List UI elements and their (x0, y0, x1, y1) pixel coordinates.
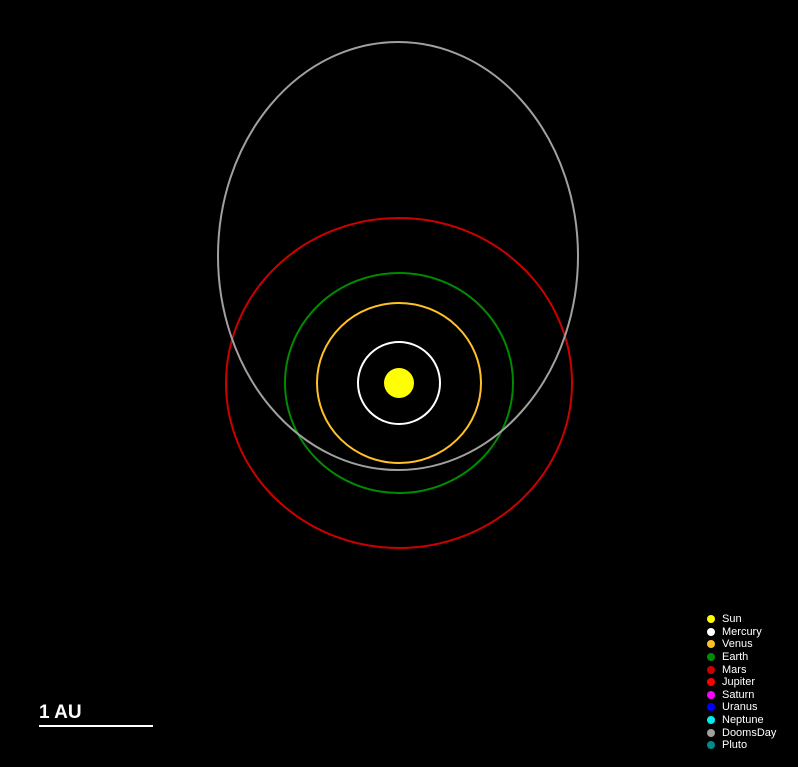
legend-dot-icon (707, 640, 715, 649)
legend-item-venus: Venus (707, 638, 776, 651)
legend-label: Pluto (722, 739, 748, 752)
sun (384, 368, 414, 398)
legend-item-doomsday: DoomsDay (707, 726, 776, 739)
legend-item-pluto: Pluto (707, 739, 776, 752)
orbit-earth (284, 272, 514, 494)
legend-label: Neptune (722, 714, 764, 727)
legend-dot-icon (707, 741, 715, 750)
legend-item-sun: Sun (707, 613, 776, 626)
orbit-mercury (357, 341, 441, 425)
legend-dot-icon (707, 716, 715, 725)
legend: Sun Mercury Venus Earth Mars Jupiter Saturn Ura… (707, 613, 776, 752)
legend-dot-icon (707, 615, 715, 624)
legend-item-saturn: Saturn (707, 689, 776, 702)
legend-item-jupiter: Jupiter (707, 676, 776, 689)
orbit-doomsday (217, 41, 579, 471)
legend-dot-icon (707, 665, 715, 674)
legend-label: Mercury (722, 625, 762, 638)
scale-bar: 1 AU (39, 702, 153, 727)
legend-item-mercury: Mercury (707, 626, 776, 639)
legend-label: Jupiter (722, 676, 756, 689)
legend-dot-icon (707, 690, 715, 699)
legend-label: Venus (722, 638, 753, 651)
orbit-venus (316, 302, 482, 464)
legend-item-mars: Mars (707, 663, 776, 676)
legend-item-uranus: Uranus (707, 701, 776, 714)
legend-item-earth: Earth (707, 651, 776, 664)
legend-label: DoomsDay (722, 726, 777, 739)
legend-dot-icon (707, 703, 715, 712)
legend-dot-icon (707, 678, 715, 687)
orbit-mars (225, 217, 573, 549)
legend-item-neptune: Neptune (707, 714, 776, 727)
legend-dot-icon (707, 653, 715, 662)
legend-label: Mars (722, 663, 747, 676)
legend-label: Sun (722, 613, 742, 626)
scale-bar-label: 1 AU (39, 702, 82, 723)
legend-dot-icon (707, 627, 715, 636)
legend-label: Earth (722, 651, 749, 664)
scale-bar-line (39, 725, 153, 727)
legend-label: Saturn (722, 688, 755, 701)
legend-label: Uranus (722, 701, 758, 714)
legend-dot-icon (707, 728, 715, 737)
